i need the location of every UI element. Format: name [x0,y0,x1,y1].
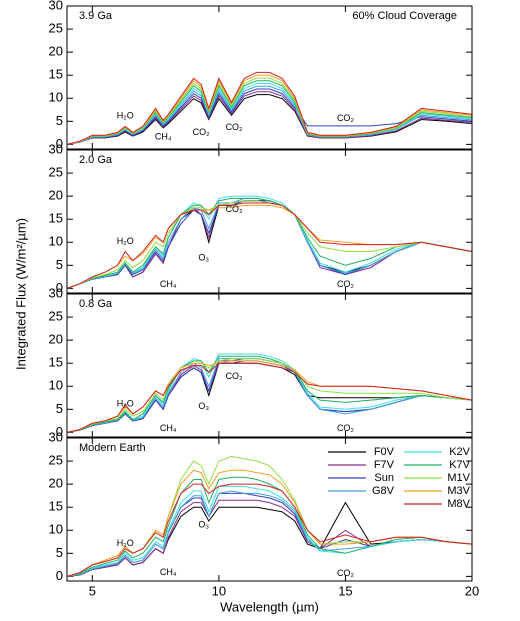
x-tick-label: 5 [89,583,96,598]
legend-label: Sun [374,472,394,484]
legend-label: M8V [447,498,470,510]
spectrum-line [66,360,473,433]
spectrum-line [66,492,473,577]
y-tick-label: 20 [49,476,63,491]
legend-label: K7V [449,459,470,471]
legend-label: M3V [447,485,470,497]
y-tick-label: 30 [49,141,63,156]
spectrum-line [66,499,473,577]
spectrum-line [66,358,473,433]
y-tick-label: 15 [49,499,63,514]
y-tick-label: 5 [56,545,63,560]
annotation: CH₄ [160,567,177,577]
y-tick-label: 15 [49,211,63,226]
plot-frame [66,149,473,294]
plot-frame [66,5,473,150]
panel-title: 3.9 Ga [79,10,113,22]
annotation: H₂O [117,111,134,121]
y-tick-label: 0 [56,280,63,295]
spectrum-line [66,202,473,289]
annotation: O₃ [198,520,209,530]
y-tick-label: 30 [49,429,63,444]
y-tick-label: 0 [56,136,63,151]
spectrum-line [66,362,473,433]
y-tick-label: 5 [56,257,63,272]
annotation: H₂O [117,236,134,246]
legend-label: F0V [374,446,395,458]
legend-label: G8V [372,485,395,497]
spectrum-line [66,71,473,145]
spectrum-line [66,490,473,577]
y-tick-label: 15 [49,67,63,82]
annotation: H₂O [117,538,134,548]
annotation: CH₄ [160,423,177,433]
panel-subtitle: 60% Cloud Coverage [352,10,457,22]
y-tick-label: 25 [49,21,63,36]
legend-label: F7V [374,459,395,471]
annotation: H₂O [117,399,134,409]
panel-title: 0.8 Ga [79,298,113,310]
y-tick-label: 15 [49,355,63,370]
annotation: CO₂ [337,568,355,578]
y-tick-label: 10 [49,90,63,105]
y-tick-label: 30 [49,0,63,12]
y-axis-title: Integrated Flux (W/m²/µm) [13,218,28,370]
y-tick-label: 25 [49,165,63,180]
annotation: O₃ [198,401,209,411]
y-tick-label: 0 [56,424,63,439]
x-tick-label: 10 [212,583,226,598]
annotation: CH₄ [160,279,177,289]
spectrum-line [66,476,473,577]
legend-label: M1V [447,472,470,484]
y-tick-label: 20 [49,332,63,347]
annotation: CO₂ [226,122,244,132]
panel-title: 2.0 Ga [79,154,113,166]
y-tick-label: 20 [49,44,63,59]
spectrum-line [66,355,473,433]
spectrum-line [66,197,473,289]
y-tick-label: 10 [49,522,63,537]
y-tick-label: 25 [49,309,63,324]
spectrum-line [66,200,473,289]
y-tick-label: 20 [49,188,63,203]
y-tick-label: 30 [49,285,63,300]
spectrum-line [66,469,473,577]
legend-label: K2V [449,446,470,458]
panel-title: Modern Earth [79,442,146,454]
plot-frame [66,437,473,582]
y-tick-label: 5 [56,113,63,128]
spectrum-line [66,483,473,577]
annotation: CH₄ [155,131,172,141]
plot-frame [66,293,473,438]
y-tick-label: 5 [56,401,63,416]
spectrum-line [66,204,473,289]
annotation: O₃ [198,252,209,262]
annotation: CO₂ [337,113,355,123]
x-axis-title: Wavelength (µm) [220,599,319,614]
y-tick-label: 10 [49,234,63,249]
x-tick-label: 15 [338,583,352,598]
y-tick-label: 10 [49,378,63,393]
annotation: CO₂ [226,204,244,214]
spectrum-line [66,358,473,433]
y-tick-label: 25 [49,453,63,468]
x-tick-label: 20 [465,583,479,598]
annotation: CO₂ [226,371,244,381]
spectrum-line [66,88,473,145]
spectrum-line [66,485,473,577]
spectrum-line [66,200,473,289]
annotation: CO₂ [337,279,355,289]
spectrum-line [66,358,473,433]
annotation: CO₂ [193,127,211,137]
y-tick-label: 0 [56,568,63,583]
annotation: CO₂ [337,423,355,433]
